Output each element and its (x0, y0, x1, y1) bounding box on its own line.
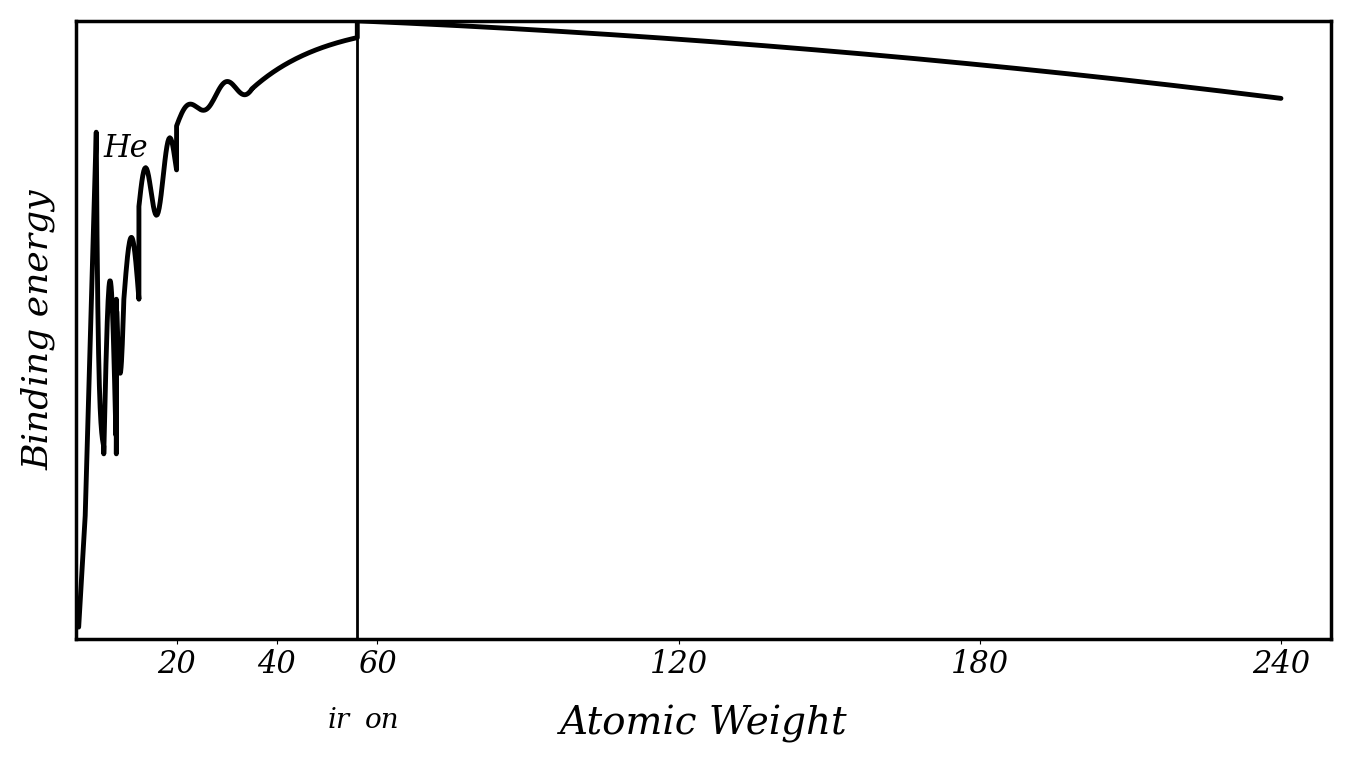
Text: He: He (104, 133, 149, 164)
Text: ir: ir (327, 707, 350, 734)
Y-axis label: Binding energy: Binding energy (20, 190, 55, 471)
Text: on: on (365, 707, 399, 734)
X-axis label: Atomic Weight: Atomic Weight (560, 705, 848, 743)
